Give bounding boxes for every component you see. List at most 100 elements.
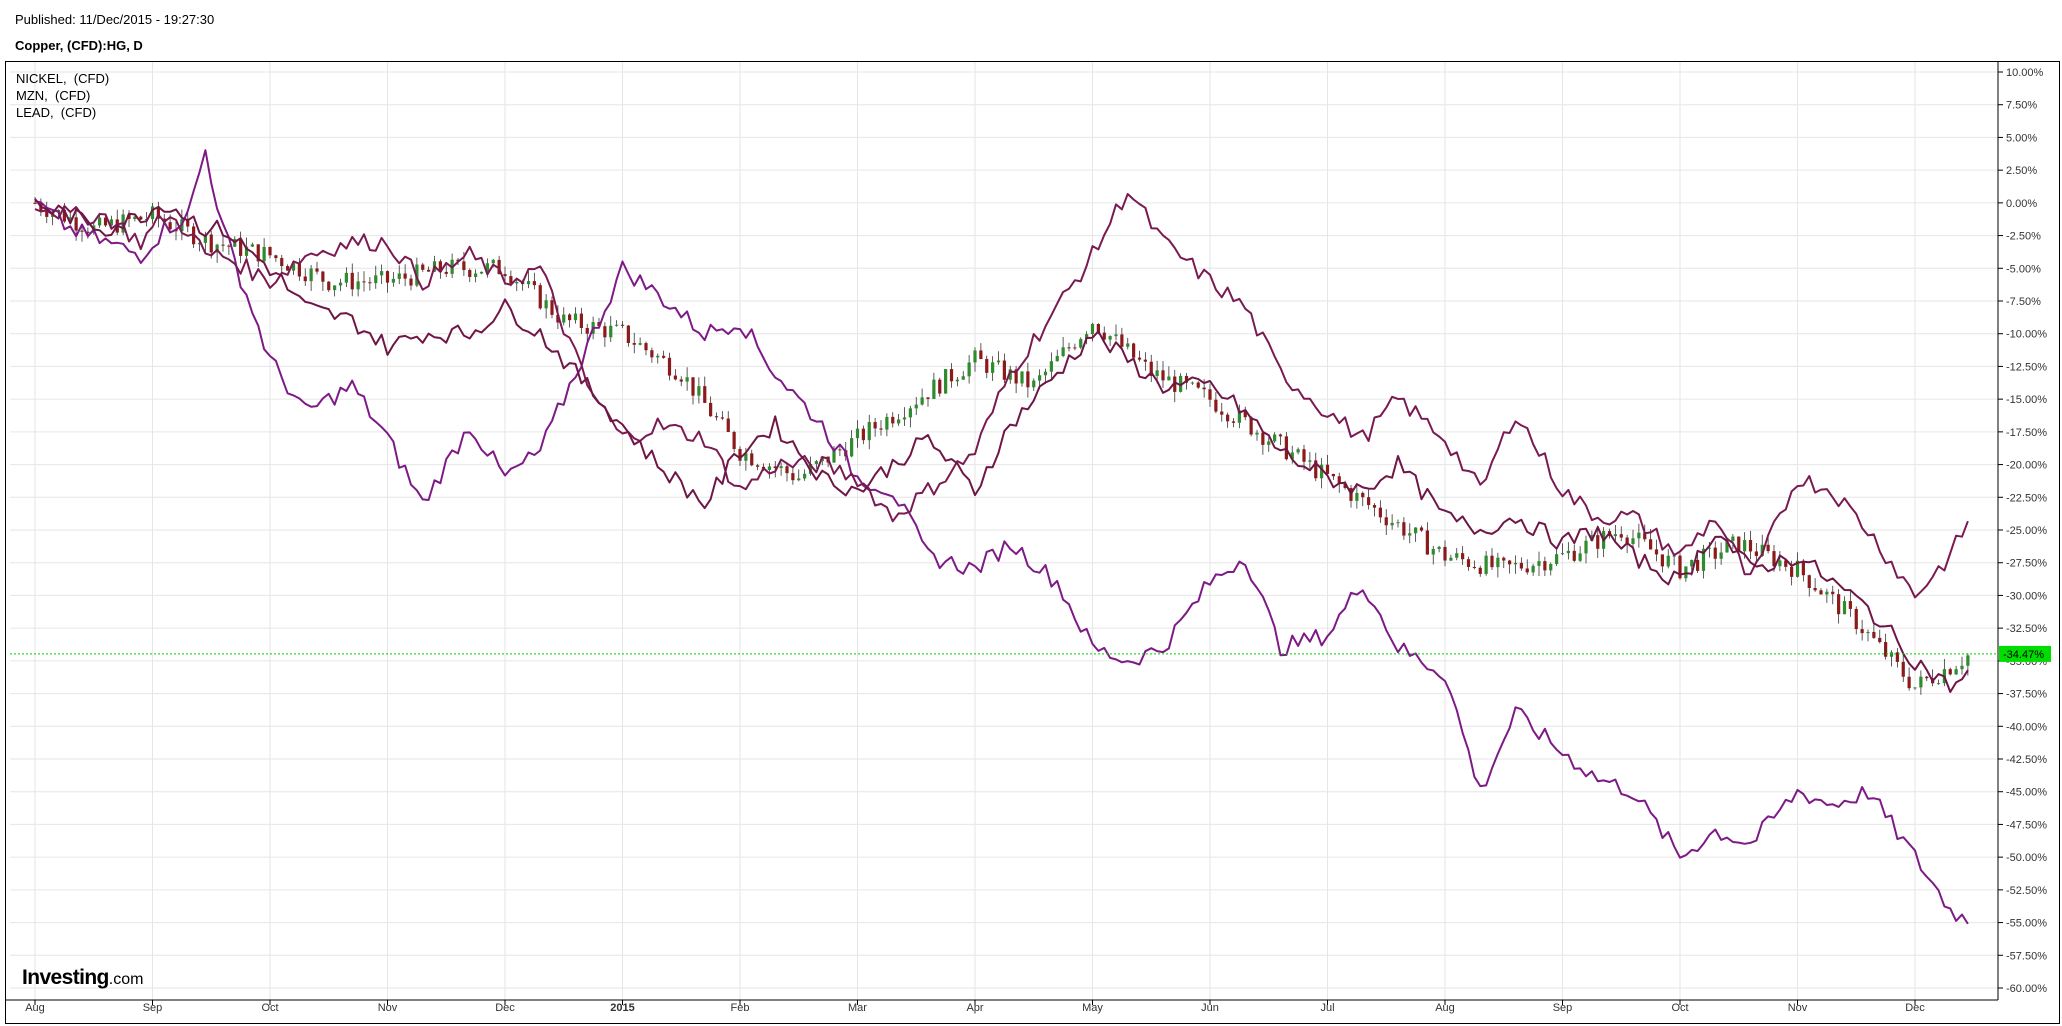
candle-body bbox=[274, 255, 278, 259]
candle-body bbox=[333, 285, 337, 291]
candle-body bbox=[1637, 532, 1641, 539]
x-tick-label: Oct bbox=[1671, 1002, 1688, 1014]
candle-body bbox=[1020, 371, 1024, 384]
x-tick-label: Dec bbox=[1905, 1002, 1925, 1014]
candle-body bbox=[902, 417, 907, 420]
candle-body bbox=[68, 217, 72, 222]
candle-body bbox=[1055, 355, 1059, 362]
candle-body bbox=[1137, 357, 1142, 360]
candle-body bbox=[1331, 473, 1335, 477]
x-tick-label: 2015 bbox=[610, 1002, 634, 1014]
candle-body bbox=[1314, 460, 1318, 479]
candle-body bbox=[1073, 347, 1077, 349]
candle-body bbox=[850, 438, 854, 457]
candle-body bbox=[397, 273, 401, 279]
candle-body bbox=[409, 278, 413, 286]
candle-body bbox=[509, 276, 513, 284]
candle-body bbox=[338, 282, 343, 286]
candle-body bbox=[109, 219, 113, 226]
y-tick-label: 2.50% bbox=[2006, 165, 2037, 177]
candle-body bbox=[1966, 655, 1970, 666]
candle-body bbox=[438, 261, 442, 272]
candle-body bbox=[215, 244, 219, 253]
candle-body bbox=[1008, 369, 1012, 380]
candle-body bbox=[1220, 411, 1224, 415]
y-axis: 10.00% 7.50% 5.00% 2.50% 0.00% -2.50% -5.00% -7… bbox=[1997, 62, 2047, 1000]
candle-body bbox=[1090, 323, 1095, 335]
candle-body bbox=[550, 300, 554, 315]
candle-body bbox=[1120, 334, 1124, 347]
candle-body bbox=[1190, 382, 1194, 384]
candle-body bbox=[1372, 505, 1377, 508]
candle-body bbox=[1719, 552, 1723, 559]
candle-body bbox=[1625, 537, 1629, 545]
candle-body bbox=[1278, 434, 1283, 437]
candle-body bbox=[938, 379, 942, 394]
candle-body bbox=[1660, 554, 1664, 567]
candle-body bbox=[1355, 492, 1359, 501]
candle-body bbox=[1519, 562, 1523, 569]
candle-body bbox=[203, 234, 207, 243]
candle-body bbox=[1948, 669, 1952, 675]
candle-body bbox=[444, 271, 448, 274]
candle-body bbox=[1960, 665, 1964, 670]
candle-body bbox=[650, 350, 654, 358]
candle-body bbox=[403, 273, 407, 279]
candle-body bbox=[1566, 550, 1570, 554]
candle-body bbox=[1748, 540, 1753, 552]
y-tick-label: 0.00% bbox=[2006, 198, 2037, 210]
candle-body bbox=[86, 231, 90, 233]
candle-body bbox=[239, 239, 243, 256]
candle-body bbox=[944, 369, 948, 394]
candle-body bbox=[33, 202, 37, 204]
current-value-badge bbox=[1999, 645, 2051, 662]
candle-body bbox=[1884, 642, 1888, 657]
candle-body bbox=[1490, 555, 1494, 568]
candle-body bbox=[1584, 540, 1588, 554]
candle-body bbox=[603, 326, 607, 338]
candle-body bbox=[385, 271, 390, 283]
candle-body bbox=[256, 244, 260, 262]
candle-body bbox=[139, 216, 143, 220]
candle-body bbox=[1126, 343, 1130, 347]
candle-body bbox=[803, 473, 807, 479]
candle-body bbox=[767, 466, 771, 471]
candle-body bbox=[1396, 522, 1400, 524]
candle-body bbox=[785, 466, 789, 474]
candle-body bbox=[250, 244, 254, 247]
candle-body bbox=[961, 376, 965, 380]
candle-body bbox=[1631, 538, 1635, 545]
candle-body bbox=[1901, 661, 1905, 677]
candle-body bbox=[1367, 497, 1371, 506]
candle-body bbox=[156, 206, 160, 219]
candle-body bbox=[568, 314, 572, 321]
candle-body bbox=[967, 362, 971, 377]
candle-body bbox=[562, 314, 566, 323]
x-tick-label: Mar bbox=[848, 1002, 867, 1014]
candle-body bbox=[280, 258, 284, 267]
y-tick-label: -17.50% bbox=[2006, 427, 2047, 439]
candle-body bbox=[1390, 522, 1394, 526]
candle-body bbox=[791, 473, 795, 481]
candle-body bbox=[1778, 560, 1782, 567]
candle-body bbox=[1461, 553, 1465, 560]
candle-body bbox=[556, 314, 560, 323]
candle-body bbox=[391, 278, 395, 283]
grid-layer bbox=[10, 62, 1998, 1000]
candle-body bbox=[1531, 565, 1535, 573]
candle-body bbox=[1478, 567, 1482, 574]
candle-body bbox=[168, 222, 172, 230]
chart-subtitle: Copper, (CFD):HG, D bbox=[15, 38, 143, 53]
candle-body bbox=[532, 281, 536, 286]
candle-body bbox=[626, 325, 630, 344]
candle-body bbox=[98, 217, 102, 226]
x-tick-label: Sep bbox=[1553, 1002, 1573, 1014]
candle-body bbox=[1936, 683, 1941, 685]
candle-body bbox=[362, 281, 366, 283]
candle-body bbox=[585, 327, 589, 334]
candle-body bbox=[1173, 376, 1177, 392]
series-layer bbox=[34, 149, 1969, 925]
candle-body bbox=[814, 461, 818, 464]
candle-body bbox=[1402, 522, 1406, 536]
logo-suffix: .com bbox=[108, 971, 144, 988]
